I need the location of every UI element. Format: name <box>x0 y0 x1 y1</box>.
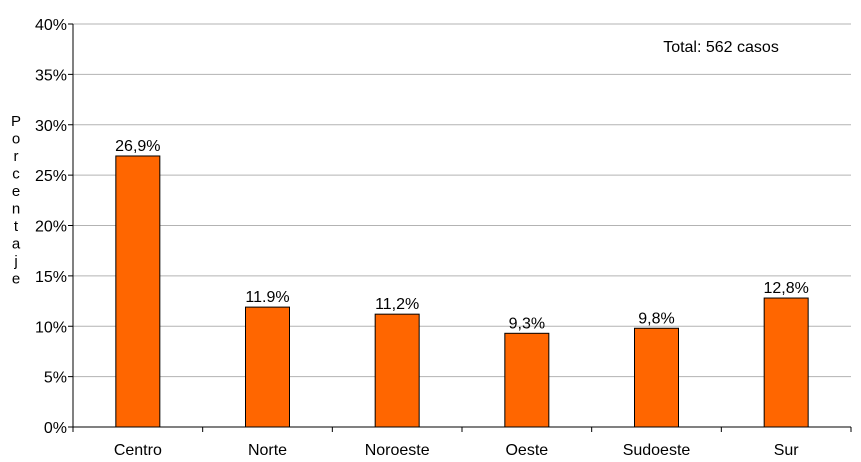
data-label: 26,9% <box>115 138 160 155</box>
bar <box>764 298 808 427</box>
y-axis-label-letter: a <box>12 236 21 253</box>
y-axis-label-letter: e <box>12 183 20 200</box>
y-tick-label: 15% <box>35 269 67 286</box>
x-tick-label: Oeste <box>505 442 548 457</box>
bar <box>116 156 160 427</box>
bar <box>375 314 419 427</box>
y-axis-label-letter: n <box>12 201 20 218</box>
x-tick-label: Centro <box>114 442 162 457</box>
y-tick-label: 20% <box>35 219 67 236</box>
y-tick-label: 25% <box>35 168 67 185</box>
y-axis-label-letter: e <box>12 271 20 288</box>
bar <box>246 307 290 427</box>
data-label: 12,8% <box>763 280 808 297</box>
x-tick-label: Sudoeste <box>623 442 691 457</box>
y-tick-label: 35% <box>35 67 67 84</box>
y-tick-label: 10% <box>35 319 67 336</box>
y-tick-label: 5% <box>44 370 67 387</box>
y-axis-label-letter: o <box>12 131 20 148</box>
y-tick-label: 40% <box>35 17 67 34</box>
data-label: 9,3% <box>509 315 545 332</box>
y-axis-label-letter: r <box>14 148 19 165</box>
data-labels: 26,9% 11.9% 11,2% 9,3% 9,8% 12,8% <box>115 138 809 332</box>
bar <box>635 328 679 427</box>
y-tick-label: 0% <box>44 420 67 437</box>
x-tick-label: Sur <box>774 442 800 457</box>
gridlines <box>73 24 851 377</box>
bar <box>505 333 549 427</box>
data-label: 11.9% <box>245 289 289 306</box>
y-axis-label-letter: t <box>14 218 19 235</box>
y-tick-label: 30% <box>35 118 67 135</box>
x-tick-label: Noroeste <box>365 442 430 457</box>
data-label: 11,2% <box>375 296 419 313</box>
total-annotation: Total: 562 casos <box>663 39 779 56</box>
y-axis-label-letter: c <box>12 166 20 183</box>
data-label: 9,8% <box>638 310 674 327</box>
y-axis-label-letter: P <box>11 113 21 130</box>
x-tick-label: Norte <box>248 442 287 457</box>
bars <box>116 156 808 427</box>
y-axis-label-letter: j <box>13 253 17 270</box>
